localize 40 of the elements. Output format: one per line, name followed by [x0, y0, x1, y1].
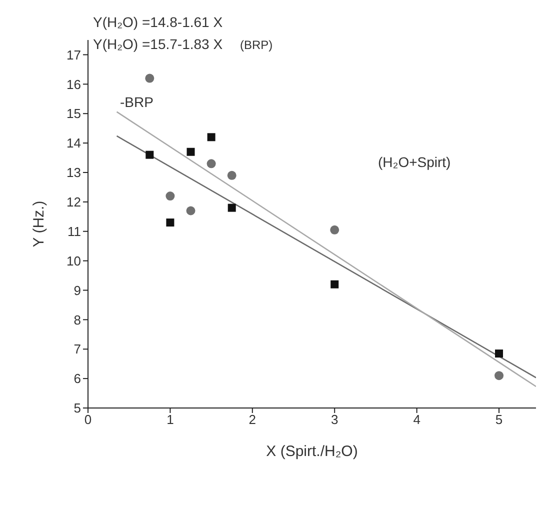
annotation: (BRP): [240, 38, 273, 52]
y-tick-label: 14: [66, 136, 81, 151]
y-tick-label: 13: [66, 165, 81, 180]
point: [227, 170, 236, 180]
y-tick-label: 15: [66, 106, 81, 122]
y-tick-label: 5: [74, 400, 81, 416]
x-tick-label: 1: [166, 412, 174, 428]
point: [494, 371, 504, 380]
y-tick-label: 12: [66, 194, 81, 210]
point: [330, 280, 339, 288]
x-tick-label: 3: [330, 412, 338, 428]
y-tick-label: 16: [66, 76, 81, 92]
y-tick-label: 8: [74, 312, 81, 328]
x-tick-label: 0: [84, 412, 92, 428]
point: [206, 159, 216, 168]
point: [186, 148, 195, 156]
point: [207, 133, 216, 142]
point: [495, 350, 504, 358]
annotation: -BRP: [120, 94, 154, 110]
y-axis-title: Y (Hz.): [30, 200, 48, 248]
x-tick-label: 4: [413, 412, 420, 428]
point: [330, 225, 340, 234]
point: [166, 192, 175, 201]
y-tick-label: 17: [66, 47, 81, 62]
annotation: Y(H₂O) =15.7-1.83 X: [93, 36, 223, 52]
point: [145, 74, 154, 83]
y-tick-label: 10: [66, 253, 81, 268]
y-tick-label: 11: [68, 224, 81, 239]
point: [228, 204, 236, 212]
text: Y(H₂O) =14.8-1.61 X: [93, 14, 223, 30]
point: [146, 150, 154, 159]
x-axis-title: X (Spirt./H₂O): [266, 443, 358, 460]
point: [186, 206, 196, 216]
x-tick-label: 5: [495, 412, 503, 428]
x-tick-label: 2: [248, 412, 256, 428]
annotation: (H₂O+Spirt): [378, 154, 451, 170]
y-tick-label: 9: [74, 282, 81, 298]
y-tick-label: 7: [74, 342, 81, 357]
point: [166, 218, 174, 227]
y-tick-label: 6: [74, 371, 81, 386]
